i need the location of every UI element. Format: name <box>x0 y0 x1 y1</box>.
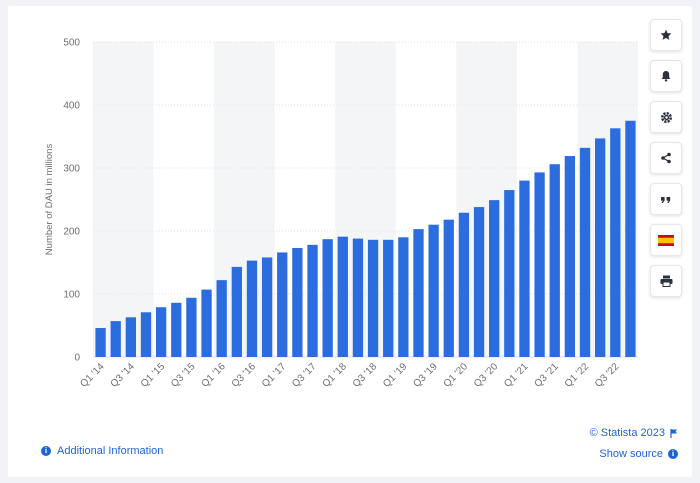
bar <box>519 180 530 357</box>
bar <box>261 257 273 357</box>
bar <box>413 229 424 357</box>
bar <box>473 207 485 357</box>
bar <box>216 280 227 357</box>
copyright-notice: © Statista 2023 <box>590 427 678 439</box>
flag-icon <box>658 234 674 246</box>
x-tick-label: Q1 '18 <box>321 361 350 390</box>
x-tick-label: Q3 '17 <box>290 361 319 390</box>
bar <box>322 239 333 357</box>
settings-button[interactable] <box>650 101 682 133</box>
print-icon <box>660 275 672 287</box>
x-tick-label: Q1 '17 <box>260 361 289 390</box>
x-tick-label: Q1 '19 <box>381 361 410 390</box>
bar <box>534 172 545 357</box>
bar <box>171 302 182 357</box>
bell-icon <box>661 71 671 82</box>
share-button[interactable] <box>650 142 682 174</box>
bar <box>564 156 576 357</box>
x-tick-label: Q3 '22 <box>593 361 622 390</box>
source-info-icon: i <box>668 449 678 459</box>
bar <box>625 120 636 357</box>
bar <box>337 236 348 357</box>
bar <box>504 190 515 357</box>
bar <box>186 297 197 357</box>
bar <box>458 212 470 357</box>
notification-button[interactable] <box>650 60 682 92</box>
bar-chart: 0 100 200 300 400 500 Number of DAU in million… <box>44 38 638 390</box>
show-source-label: Show source <box>599 448 663 460</box>
x-tick-label: Q3 '16 <box>230 361 259 390</box>
bar <box>277 252 288 357</box>
x-tick-label: Q1 '14 <box>78 361 107 390</box>
bar <box>155 307 167 357</box>
favorite-button[interactable] <box>650 19 682 51</box>
print-button[interactable] <box>650 265 682 297</box>
additional-information-label: Additional Information <box>57 445 164 457</box>
x-tick-label: Q1 '21 <box>502 361 531 390</box>
y-tick-label: 400 <box>63 101 80 112</box>
y-tick-label: 500 <box>63 38 80 49</box>
x-tick-label: Q1 '15 <box>139 361 168 390</box>
bar <box>246 260 258 357</box>
bar <box>231 266 242 357</box>
bar <box>110 321 121 357</box>
bar <box>95 328 106 357</box>
share-icon <box>661 152 671 164</box>
y-axis-title: Number of DAU in millions <box>44 144 55 256</box>
gear-icon <box>660 111 672 123</box>
language-button[interactable] <box>650 224 682 256</box>
bar <box>201 289 212 357</box>
x-tick-label: Q3 '21 <box>532 361 561 390</box>
x-tick-label: Q1 '22 <box>563 361 592 390</box>
x-tick-label: Q3 '19 <box>411 361 440 390</box>
y-tick-label: 300 <box>63 164 80 175</box>
bar <box>549 164 560 357</box>
bar <box>489 200 500 357</box>
bar <box>610 128 621 357</box>
y-tick-label: 200 <box>63 227 80 238</box>
bar <box>579 147 591 357</box>
x-tick-label: Q1 '20 <box>442 361 471 390</box>
show-source-link[interactable]: Show source i <box>599 448 678 460</box>
bar <box>307 244 318 357</box>
bar <box>125 317 136 357</box>
chart-card: 0 100 200 300 400 500 Number of DAU in million… <box>8 6 692 477</box>
x-tick-label: Q3 '18 <box>351 361 380 390</box>
bar <box>352 238 364 357</box>
y-tick-label: 100 <box>63 290 80 301</box>
y-tick-label: 0 <box>74 353 80 364</box>
x-tick-label: Q3 '14 <box>109 361 138 390</box>
info-icon: i <box>41 446 51 456</box>
report-flag-icon[interactable] <box>670 428 678 438</box>
x-tick-label: Q3 '15 <box>169 361 198 390</box>
quote-icon <box>661 197 671 203</box>
x-tick-label: Q3 '20 <box>472 361 501 390</box>
bar <box>140 312 152 357</box>
bar <box>292 248 303 357</box>
bar <box>383 239 394 357</box>
bar <box>367 239 379 357</box>
copyright-label: © Statista 2023 <box>589 427 665 439</box>
additional-information-link[interactable]: i Additional Information <box>41 445 163 457</box>
year-band <box>93 42 154 357</box>
bar <box>443 219 454 357</box>
toolbar <box>650 19 682 306</box>
bar <box>595 138 606 357</box>
bar <box>398 237 409 357</box>
star-icon <box>660 29 672 40</box>
cite-button[interactable] <box>650 183 682 215</box>
x-tick-label: Q1 '16 <box>199 361 228 390</box>
bar <box>428 224 439 357</box>
